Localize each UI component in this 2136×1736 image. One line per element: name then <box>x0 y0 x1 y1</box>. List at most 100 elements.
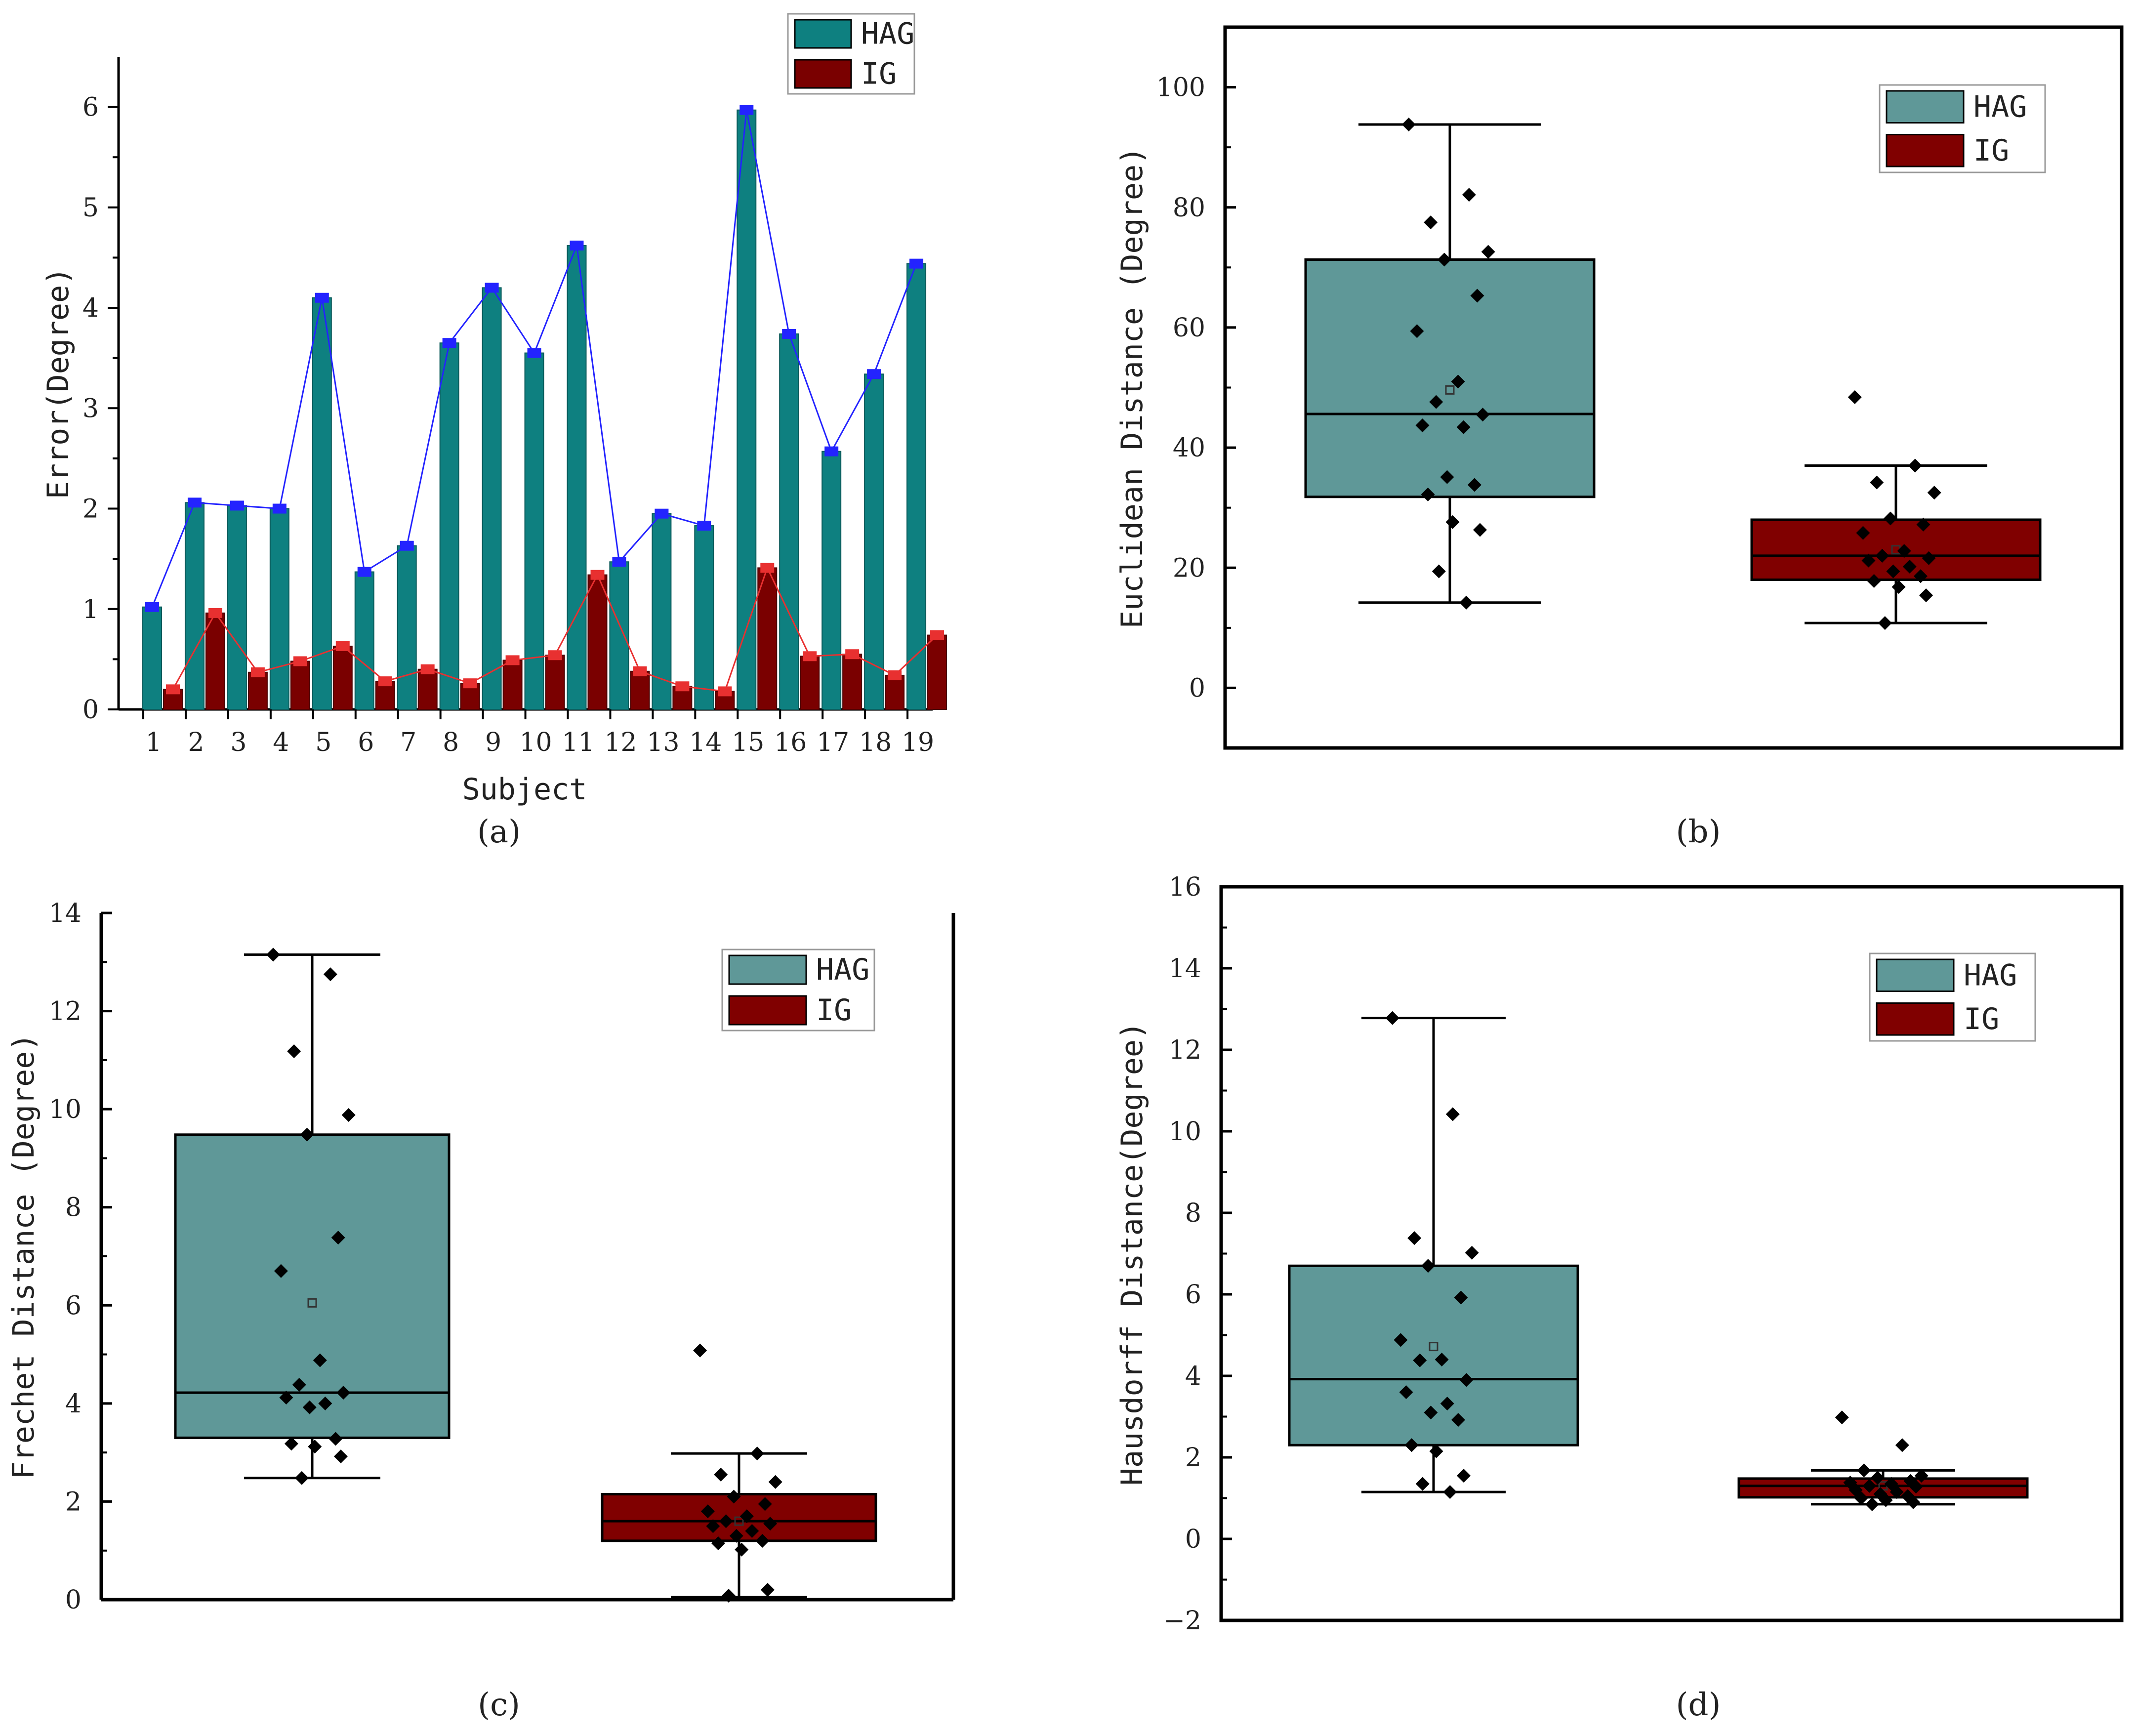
box-ig-point <box>1902 559 1917 574</box>
y-tick-label: 3 <box>82 394 99 423</box>
marker-hag <box>570 241 584 251</box>
marker-hag <box>612 557 626 567</box>
box-hag-point <box>1399 1385 1413 1399</box>
marker-hag <box>527 348 541 358</box>
box-ig-point <box>1862 1479 1877 1493</box>
box-ig-point <box>1890 1485 1904 1499</box>
bar-ig <box>630 670 650 710</box>
box-hag-point <box>1456 420 1471 434</box>
box-hag-point <box>313 1353 327 1367</box>
marker-ig <box>250 667 265 677</box>
box-hag-point <box>341 1108 356 1122</box>
bar-ig <box>417 668 438 710</box>
marker-ig <box>505 655 520 665</box>
y-tick-label: 1 <box>82 595 99 624</box>
marker-ig <box>718 686 732 697</box>
x-tick-label: 7 <box>400 728 416 757</box>
box-ig-point <box>745 1524 759 1538</box>
marker-hag <box>400 540 414 551</box>
legend-swatch-hag <box>1886 90 1965 124</box>
bar-hag <box>524 352 544 710</box>
box-ig-point <box>1886 564 1900 579</box>
y-tick-label: 12 <box>1169 1035 1201 1065</box>
box-hag-point <box>331 1231 345 1245</box>
box-hag-point <box>1473 523 1487 537</box>
y-tick-label: 2 <box>82 495 99 524</box>
box-hag-point <box>1451 374 1465 389</box>
box-hag-point <box>1401 117 1416 131</box>
y-tick-label: 2 <box>1185 1443 1201 1473</box>
box-ig-point <box>1922 551 1936 565</box>
box-ig-point <box>1895 1438 1909 1452</box>
marker-ig <box>208 608 222 618</box>
box-ig-point <box>1897 544 1911 558</box>
box-hag-point <box>274 1264 288 1278</box>
marker-ig <box>590 570 605 580</box>
box-hag-point <box>1445 1107 1460 1121</box>
marker-ig <box>463 678 477 689</box>
box-hag-point <box>323 967 337 982</box>
marker-ig <box>803 651 817 661</box>
y-tick-label: 8 <box>65 1193 82 1223</box>
x-tick-label: 4 <box>273 728 289 757</box>
x-tick-label: 19 <box>902 728 934 757</box>
box-ig-point <box>693 1343 707 1358</box>
box-hag-point <box>1465 1245 1479 1260</box>
y-axis-label: Frechet Distance (Degree) <box>6 1033 41 1479</box>
box-hag-point <box>302 1400 317 1414</box>
y-axis-label: Hausdorff Distance(Degree) <box>1115 1022 1150 1486</box>
box-hag-point <box>1440 470 1454 484</box>
box-ig-point <box>763 1517 778 1531</box>
box-hag-point <box>1459 1373 1474 1387</box>
x-tick-label: 1 <box>145 728 162 757</box>
box-hag-point <box>1445 515 1460 529</box>
box-hag-mean <box>1445 385 1455 395</box>
box-ig-point <box>735 1542 749 1557</box>
box-hag-mean <box>1429 1342 1438 1352</box>
box-hag-point <box>287 1044 301 1058</box>
x-tick-label: 14 <box>689 728 722 757</box>
panel-b-box-plot: 0 20 40 60 80 100 Euclidean Distance (Degree) (… <box>1115 25 2124 850</box>
box-ig-mean <box>734 1516 744 1526</box>
box-hag-point <box>1407 1231 1422 1245</box>
bar-hag <box>439 342 459 710</box>
box-hag-point <box>308 1440 322 1454</box>
box-hag-point <box>1415 1477 1430 1491</box>
bar-ig <box>757 567 778 710</box>
box-hag-point <box>266 948 281 962</box>
y-tick-label: 10 <box>49 1095 82 1124</box>
box-ig-point <box>1854 1491 1868 1505</box>
box-hag-point <box>1467 478 1481 492</box>
legend-swatch-hag <box>1876 958 1955 992</box>
legend-label-hag: HAG <box>1973 89 2027 124</box>
y-tick-label: 40 <box>1173 433 1205 463</box>
caption: (c) <box>478 1687 520 1723</box>
y-tick-label: 5 <box>82 193 99 223</box>
legend-swatch-hag <box>728 954 807 985</box>
bar-hag <box>482 287 502 710</box>
box-hag-point <box>1457 1469 1471 1483</box>
bar-ig <box>205 612 225 710</box>
marker-ig <box>633 666 647 676</box>
bar-ig <box>247 671 268 710</box>
bar-hag <box>184 502 205 710</box>
box-ig-point <box>739 1509 754 1524</box>
box-hag-point <box>1404 1438 1419 1452</box>
caption: (b) <box>1676 814 1721 850</box>
y-tick-label: 16 <box>1169 872 1201 902</box>
box-hag-point <box>292 1378 306 1392</box>
box-hag-point <box>318 1396 332 1410</box>
y-tick-label: 0 <box>65 1585 82 1615</box>
box-hag-point <box>1424 1405 1438 1420</box>
bar-ig <box>885 674 905 710</box>
marker-hag <box>739 105 754 115</box>
bar-ig <box>332 645 353 710</box>
box-hag-point <box>1385 1011 1399 1025</box>
box-hag-point <box>1429 395 1443 409</box>
marker-hag <box>357 567 371 577</box>
y-tick-label: 6 <box>1185 1280 1201 1310</box>
x-tick-label: 15 <box>732 728 764 757</box>
box-hag-point <box>1443 1485 1457 1499</box>
bar-ig <box>545 655 565 710</box>
